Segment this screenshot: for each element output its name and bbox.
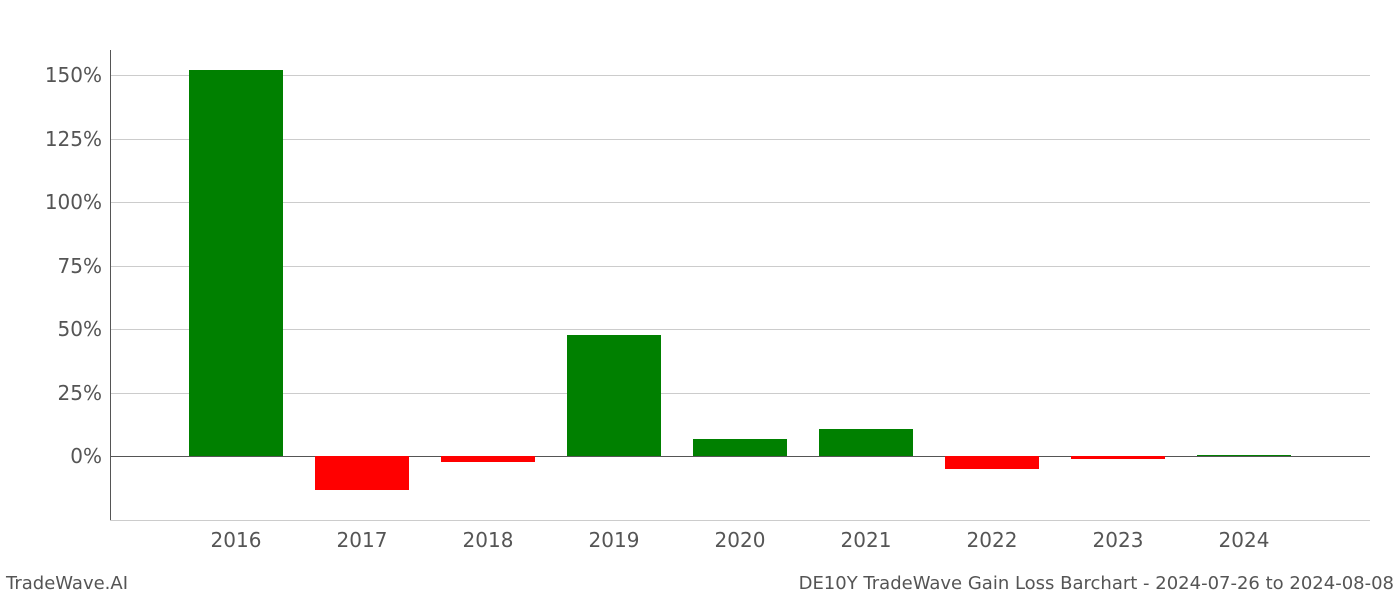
gridline	[110, 202, 1370, 203]
xtick-label: 2023	[1093, 528, 1144, 552]
footer-left-label: TradeWave.AI	[6, 573, 128, 594]
plot-area	[110, 50, 1370, 520]
ytick-label: 75%	[22, 254, 102, 278]
bar	[945, 456, 1040, 469]
ytick-label: 0%	[22, 444, 102, 468]
ytick-label: 50%	[22, 317, 102, 341]
bar	[1071, 456, 1166, 459]
xtick-label: 2019	[589, 528, 640, 552]
bar	[441, 456, 536, 461]
x-axis-line	[110, 456, 1370, 457]
y-axis-line	[110, 50, 111, 520]
ytick-label: 150%	[22, 63, 102, 87]
xtick-label: 2018	[463, 528, 514, 552]
bar	[315, 456, 410, 489]
bar	[693, 439, 788, 457]
gridline	[110, 266, 1370, 267]
xtick-label: 2021	[841, 528, 892, 552]
bar	[1197, 455, 1292, 456]
bar	[189, 70, 284, 456]
gridline	[110, 393, 1370, 394]
ytick-label: 100%	[22, 190, 102, 214]
gridline	[110, 139, 1370, 140]
bar	[567, 335, 662, 457]
gridline	[110, 520, 1370, 521]
xtick-label: 2022	[967, 528, 1018, 552]
xtick-label: 2020	[715, 528, 766, 552]
xtick-label: 2017	[337, 528, 388, 552]
gridline	[110, 329, 1370, 330]
ytick-label: 125%	[22, 127, 102, 151]
bar	[819, 429, 914, 457]
ytick-label: 25%	[22, 381, 102, 405]
xtick-label: 2024	[1219, 528, 1270, 552]
gridline	[110, 75, 1370, 76]
xtick-label: 2016	[211, 528, 262, 552]
footer-right-label: DE10Y TradeWave Gain Loss Barchart - 202…	[799, 573, 1394, 594]
